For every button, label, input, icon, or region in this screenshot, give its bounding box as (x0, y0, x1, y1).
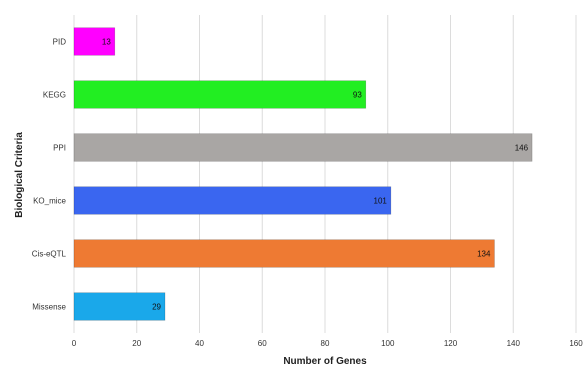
x-axis-title: Number of Genes (283, 356, 367, 366)
x-tick-label: 20 (132, 339, 141, 348)
data-label: 146 (515, 144, 529, 153)
bar-cis-eqtl (73, 239, 495, 268)
category-label: PPI (53, 144, 66, 153)
bar-ko-mice (73, 186, 392, 215)
bar-ppi (73, 133, 533, 162)
category-label: PID (53, 38, 67, 47)
data-label: 134 (477, 250, 491, 259)
bars (73, 27, 533, 321)
category-label: Missense (32, 303, 66, 312)
x-tick-label: 80 (321, 339, 330, 348)
x-tick-label: 60 (258, 339, 267, 348)
x-tick-label: 40 (195, 339, 204, 348)
x-tick-label: 120 (444, 339, 458, 348)
category-label: KO_mice (33, 197, 66, 206)
x-tick-label: 140 (507, 339, 521, 348)
bar-pid (73, 27, 116, 56)
x-tick-label: 0 (72, 339, 77, 348)
gridlines (73, 15, 577, 333)
category-label: Cis-eQTL (32, 250, 67, 259)
x-tick-label: 100 (381, 339, 395, 348)
data-label: 93 (353, 91, 362, 100)
category-label: KEGG (43, 91, 66, 100)
data-label: 13 (102, 38, 111, 47)
data-label: 29 (152, 303, 161, 312)
labels: 0 20 40 60 80 100 120 140 160 PID 13 KEGG 93 PPI 146 KO… (32, 38, 583, 349)
bar-missense (73, 292, 166, 321)
y-axis-title: Biological Criteria (14, 132, 25, 218)
bar-kegg (73, 80, 367, 109)
data-label: 101 (374, 197, 388, 206)
x-tick-label: 160 (569, 339, 583, 348)
